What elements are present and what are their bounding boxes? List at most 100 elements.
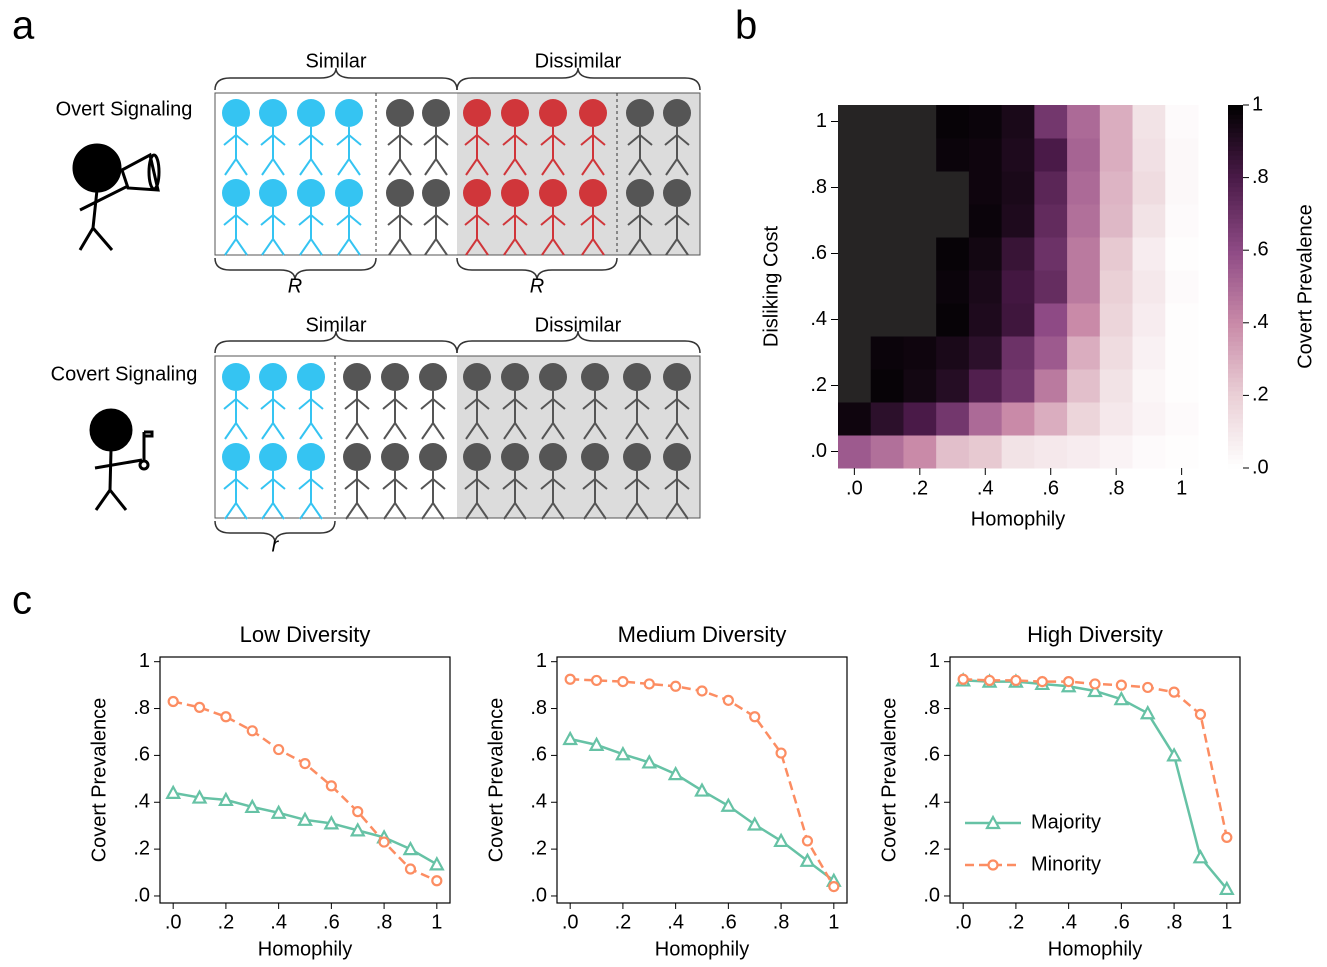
person-legs <box>424 157 448 176</box>
marker <box>720 797 737 812</box>
heat-cell <box>968 303 1003 337</box>
colorbar-step <box>1228 368 1243 374</box>
colorbar-step <box>1228 300 1243 306</box>
marker <box>617 675 629 688</box>
heat-cell <box>1165 138 1199 172</box>
marker <box>590 674 603 687</box>
heat-cell <box>1132 336 1166 370</box>
heat-cell <box>968 138 1003 172</box>
colorbar-step <box>1228 404 1243 410</box>
braces <box>214 67 701 544</box>
marker <box>431 875 443 887</box>
x-tick-label: .4 <box>667 911 684 933</box>
person-legs <box>465 157 489 176</box>
colorbar-step <box>1228 350 1243 356</box>
heat-cell <box>870 369 904 403</box>
colorbar-step <box>1228 209 1243 215</box>
person-legs <box>345 501 369 520</box>
heat-cell <box>1067 204 1101 238</box>
person-legs <box>541 501 565 520</box>
colorbar-step <box>1228 136 1243 142</box>
person-head <box>422 179 450 207</box>
person-arms <box>298 213 324 226</box>
heat-cell <box>838 369 872 403</box>
person-head <box>663 99 691 127</box>
heat-cell <box>1034 336 1068 370</box>
person-head <box>539 179 567 207</box>
person-arms <box>502 397 528 410</box>
colorbar-tick-label: .0 <box>1252 456 1269 478</box>
colorbar-step <box>1228 277 1243 283</box>
heat-cell <box>903 138 937 172</box>
person-legs <box>541 237 565 256</box>
colorbar-step <box>1228 313 1243 319</box>
marker <box>985 814 1001 830</box>
marker <box>244 798 261 814</box>
colorbar-step <box>1228 463 1243 469</box>
chart-title: High Diversity <box>1027 622 1163 647</box>
marker <box>1113 690 1130 706</box>
colorbar-step <box>1228 204 1243 210</box>
marker <box>428 856 445 871</box>
person-head <box>222 179 250 207</box>
colorbar-step <box>1228 340 1243 347</box>
colorbar-step <box>1228 309 1243 315</box>
heat-cell <box>1132 237 1166 271</box>
person-arms <box>580 133 606 146</box>
person-head <box>343 443 371 471</box>
colorbar-step <box>1228 182 1243 188</box>
person-arms <box>664 397 690 410</box>
person-arms <box>420 397 446 410</box>
person-head <box>297 99 325 127</box>
heat-cell <box>1165 171 1199 205</box>
marker <box>670 680 682 692</box>
person-head <box>626 179 654 207</box>
heat-cell <box>936 435 970 469</box>
heat-cell <box>936 303 970 337</box>
heat-cell <box>1132 402 1166 436</box>
person-legs <box>581 237 605 256</box>
y-tick-label: .8 <box>810 176 827 198</box>
bracket-label: Dissimilar <box>535 314 622 336</box>
person-legs <box>581 157 605 176</box>
heat-cell <box>1067 171 1101 205</box>
colorbar-step <box>1228 418 1243 424</box>
marker <box>773 832 789 848</box>
person-arms <box>664 477 690 490</box>
person-arms <box>298 133 324 146</box>
heat-cell <box>1099 336 1134 370</box>
colorbar-step <box>1228 386 1243 392</box>
y-tick-label: 1 <box>139 650 150 672</box>
plot-frame <box>159 656 451 904</box>
colorbar-step <box>1228 132 1243 138</box>
marker <box>299 757 311 770</box>
heat-cell <box>1099 105 1134 139</box>
x-tick-label: .2 <box>218 911 235 933</box>
y-tick-label: .6 <box>810 242 827 264</box>
x-tick-label: 1 <box>1176 477 1187 499</box>
y-axis-label: Covert Prevalence <box>88 698 110 863</box>
heat-cell <box>1067 105 1101 139</box>
marker <box>801 835 814 847</box>
person-head <box>335 99 363 127</box>
person-head <box>259 363 287 391</box>
x-tick-label: .4 <box>270 911 287 933</box>
row-label: Covert Signaling <box>51 363 198 385</box>
overt-icon <box>72 143 161 251</box>
heat-cell <box>903 435 937 469</box>
person-head <box>501 363 529 391</box>
person-head <box>419 363 447 391</box>
person-legs <box>665 501 689 520</box>
heat-cell <box>1067 303 1101 337</box>
colorbar-step <box>1228 286 1243 292</box>
heat-cell <box>968 270 1003 304</box>
marker <box>749 711 761 723</box>
marker <box>1218 880 1235 896</box>
colorbar-step <box>1228 322 1243 328</box>
colorbar-step <box>1228 458 1243 465</box>
dissimilar-region <box>457 356 700 518</box>
heat-cell <box>1034 237 1068 271</box>
marker <box>191 789 208 804</box>
x-tick-label: .0 <box>846 477 863 499</box>
marker <box>349 822 366 837</box>
